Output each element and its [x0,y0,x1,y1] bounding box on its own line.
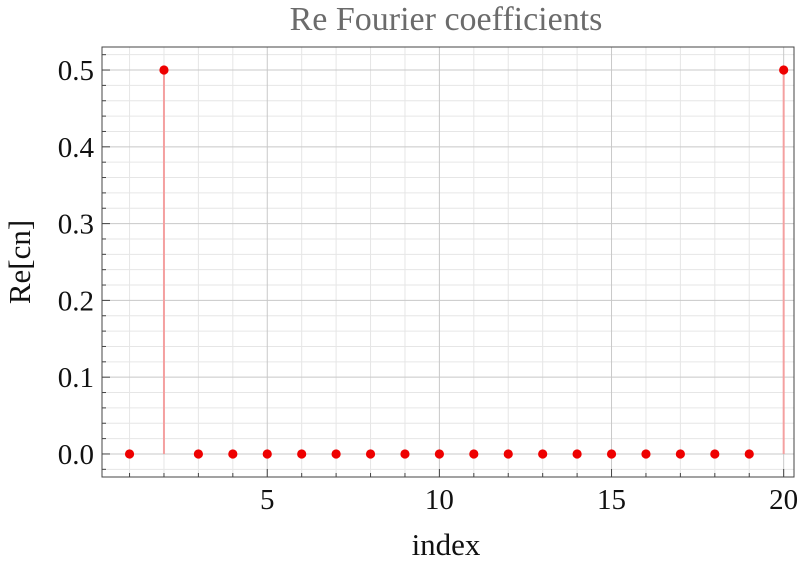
x-tick-label: 10 [425,484,454,516]
axis-ticks [102,54,785,477]
data-point [365,449,376,459]
data-point [606,449,617,459]
data-points [124,65,789,459]
y-tick-label: 0.4 [58,132,95,164]
chart-title: Re Fourier coefficients [290,1,603,38]
data-point [744,449,754,459]
stems [162,70,785,454]
data-point [400,449,410,459]
x-axis-label: index [412,527,481,562]
y-tick-label: 0.2 [58,285,94,317]
data-point [193,449,203,459]
y-tick-label: 0.5 [58,55,94,87]
data-point [434,449,444,459]
x-tick-label: 20 [769,484,798,516]
data-point [262,449,272,459]
plot-frame [101,46,795,478]
data-point [779,65,789,75]
grid [102,47,794,477]
data-point [641,449,651,459]
data-point [572,449,582,459]
y-tick-labels: 0.0 0.1 0.2 0.3 0.4 0.5 [58,55,95,471]
x-tick-label: 5 [260,484,275,516]
data-point [159,65,169,75]
data-point [538,449,548,459]
data-point [331,449,341,459]
x-tick-labels: 5 10 15 20 [260,484,798,516]
data-point [675,449,685,459]
data-point [503,449,513,459]
data-point [124,449,135,459]
y-axis-label: Re[cn] [2,220,37,304]
y-tick-label: 0.0 [58,439,94,471]
y-tick-label: 0.3 [58,209,94,241]
x-tick-label: 15 [597,484,626,516]
data-point [710,449,720,459]
y-tick-label: 0.1 [58,362,94,394]
data-point [228,449,238,459]
data-point [469,449,479,459]
data-point [297,449,307,459]
